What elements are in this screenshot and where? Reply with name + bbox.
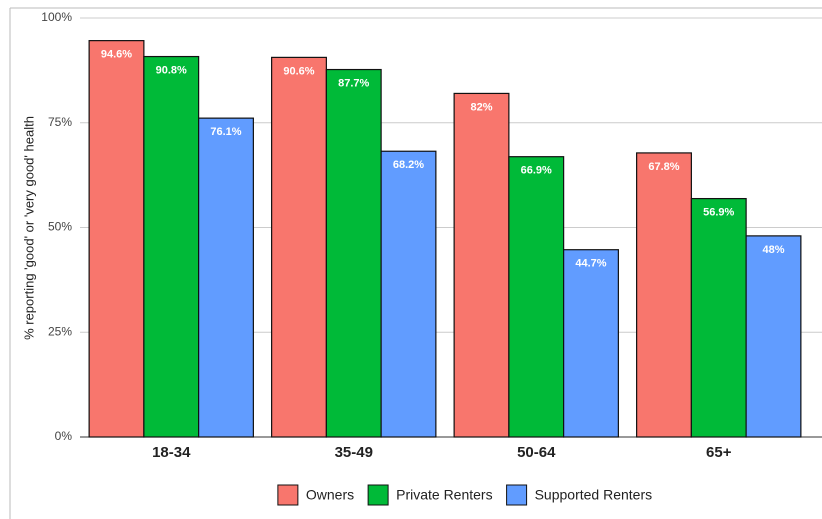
bar (198, 117, 254, 438)
y-tick-label: 0% (55, 429, 73, 443)
value-label: 90.6% (283, 65, 314, 77)
bar (563, 249, 619, 438)
bar (271, 56, 327, 438)
bar (143, 55, 200, 438)
bar (636, 152, 692, 438)
value-label: 66.9% (521, 165, 552, 177)
legend-swatch (277, 484, 299, 506)
legend-swatch (506, 484, 528, 506)
value-label: 87.7% (338, 77, 369, 89)
x-tick-label: 18-34 (152, 444, 191, 461)
value-label: 76.1% (210, 126, 241, 138)
bar (508, 156, 565, 438)
legend-label: Supported Renters (535, 487, 653, 503)
value-label: 44.7% (575, 258, 606, 270)
bar (745, 235, 802, 438)
legend-label: Owners (306, 487, 354, 503)
bar (325, 68, 382, 438)
x-tick-label: 50-64 (517, 444, 556, 461)
value-label: 67.8% (648, 161, 679, 173)
legend-swatch (367, 484, 389, 506)
bar (690, 197, 747, 438)
value-label: 48% (762, 244, 784, 256)
value-label: 68.2% (393, 159, 424, 171)
y-tick-label: 75% (48, 115, 72, 129)
bar (88, 40, 145, 438)
legend-label: Private Renters (396, 487, 492, 503)
value-label: 94.6% (101, 49, 132, 61)
bar (453, 92, 510, 438)
value-label: 82% (470, 101, 492, 113)
x-tick-label: 35-49 (335, 444, 373, 461)
x-tick-label: 65+ (706, 444, 732, 461)
y-tick-label: 50% (48, 220, 72, 234)
y-tick-label: 100% (41, 10, 72, 24)
y-tick-label: 25% (48, 324, 72, 338)
bar (380, 150, 437, 438)
value-label: 56.9% (703, 206, 734, 218)
y-axis-label: % reporting 'good' or 'very good' health (21, 116, 36, 340)
value-label: 90.8% (156, 64, 187, 76)
